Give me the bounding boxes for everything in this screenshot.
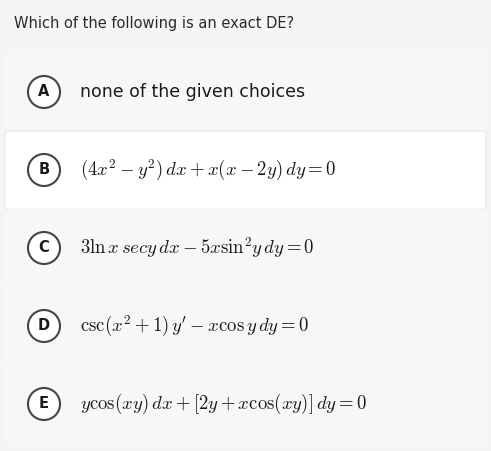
Text: $(4x^2-y^2)\,dx+x(x-2y)\,dy=0$: $(4x^2-y^2)\,dx+x(x-2y)\,dy=0$ [80, 157, 336, 183]
Text: C: C [39, 240, 50, 256]
Text: $y\cos(xy)\,dx+[2y+x\cos(xy)]\,dy=0$: $y\cos(xy)\,dx+[2y+x\cos(xy)]\,dy=0$ [80, 392, 367, 416]
Text: E: E [39, 396, 49, 411]
Circle shape [28, 154, 60, 186]
Text: $\csc(x^2+1)\,y^{\prime} - x\cos y\,dy=0$: $\csc(x^2+1)\,y^{\prime} - x\cos y\,dy=0… [80, 313, 309, 339]
Circle shape [28, 232, 60, 264]
FancyBboxPatch shape [5, 287, 486, 365]
Text: A: A [38, 84, 50, 100]
Circle shape [28, 310, 60, 342]
Text: B: B [38, 162, 50, 178]
Circle shape [28, 76, 60, 108]
Text: none of the given choices: none of the given choices [80, 83, 305, 101]
Circle shape [28, 388, 60, 420]
FancyBboxPatch shape [5, 131, 486, 209]
FancyBboxPatch shape [5, 209, 486, 287]
Text: $3\ln x\,secy\,dx - 5x\sin^2\!y\,dy=0$: $3\ln x\,secy\,dx - 5x\sin^2\!y\,dy=0$ [80, 235, 315, 261]
FancyBboxPatch shape [5, 365, 486, 443]
FancyBboxPatch shape [5, 53, 486, 131]
Text: Which of the following is an exact DE?: Which of the following is an exact DE? [14, 16, 294, 31]
Text: D: D [38, 318, 50, 333]
